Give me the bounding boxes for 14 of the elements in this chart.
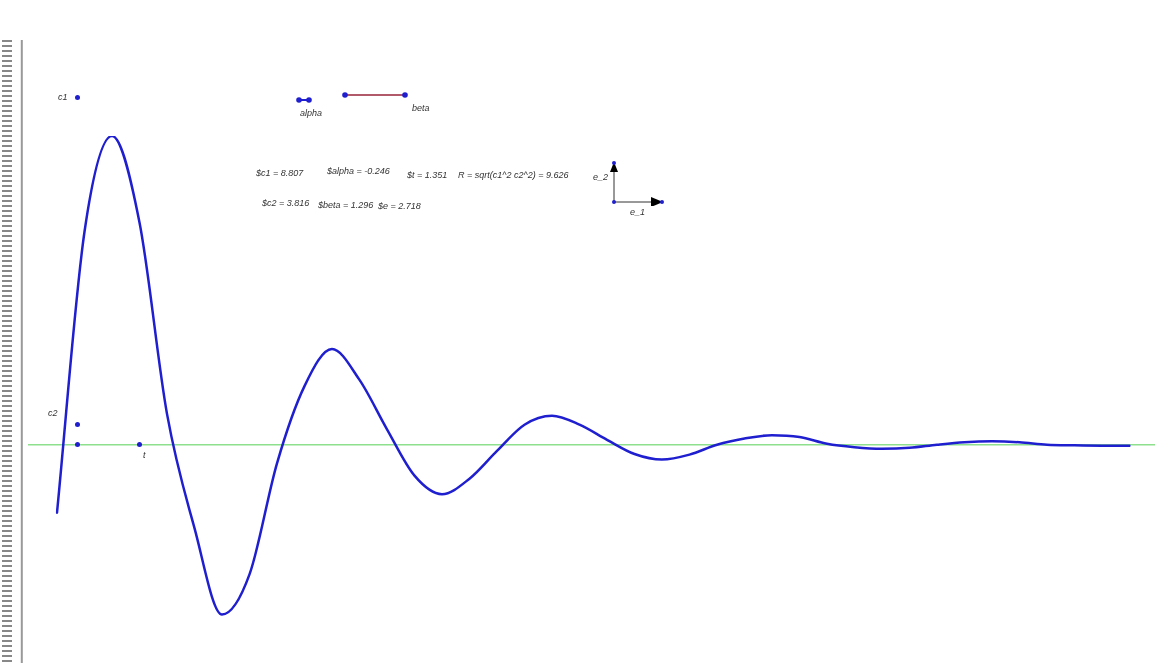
text: beta (412, 103, 430, 114)
annotation: t (143, 450, 146, 461)
annotation: R = sqrt(c1^2 c2^2) = 9.626 (458, 170, 569, 181)
annotation: $c1 = 8.807 (256, 168, 304, 179)
text: c1 (58, 92, 68, 103)
annotation: e_2 (593, 172, 609, 183)
annotation: c2 (48, 408, 58, 419)
annotation: e_1 (630, 207, 646, 218)
text: alpha (300, 108, 323, 119)
annotation: $t = 1.351 (407, 170, 448, 181)
annotation: $alpha = -0.246 (327, 166, 390, 177)
annotation: $e = 2.718 (378, 201, 421, 212)
annotation: $c2 = 3.816 (262, 198, 310, 209)
annotation: $beta = 1.296 (318, 200, 374, 211)
